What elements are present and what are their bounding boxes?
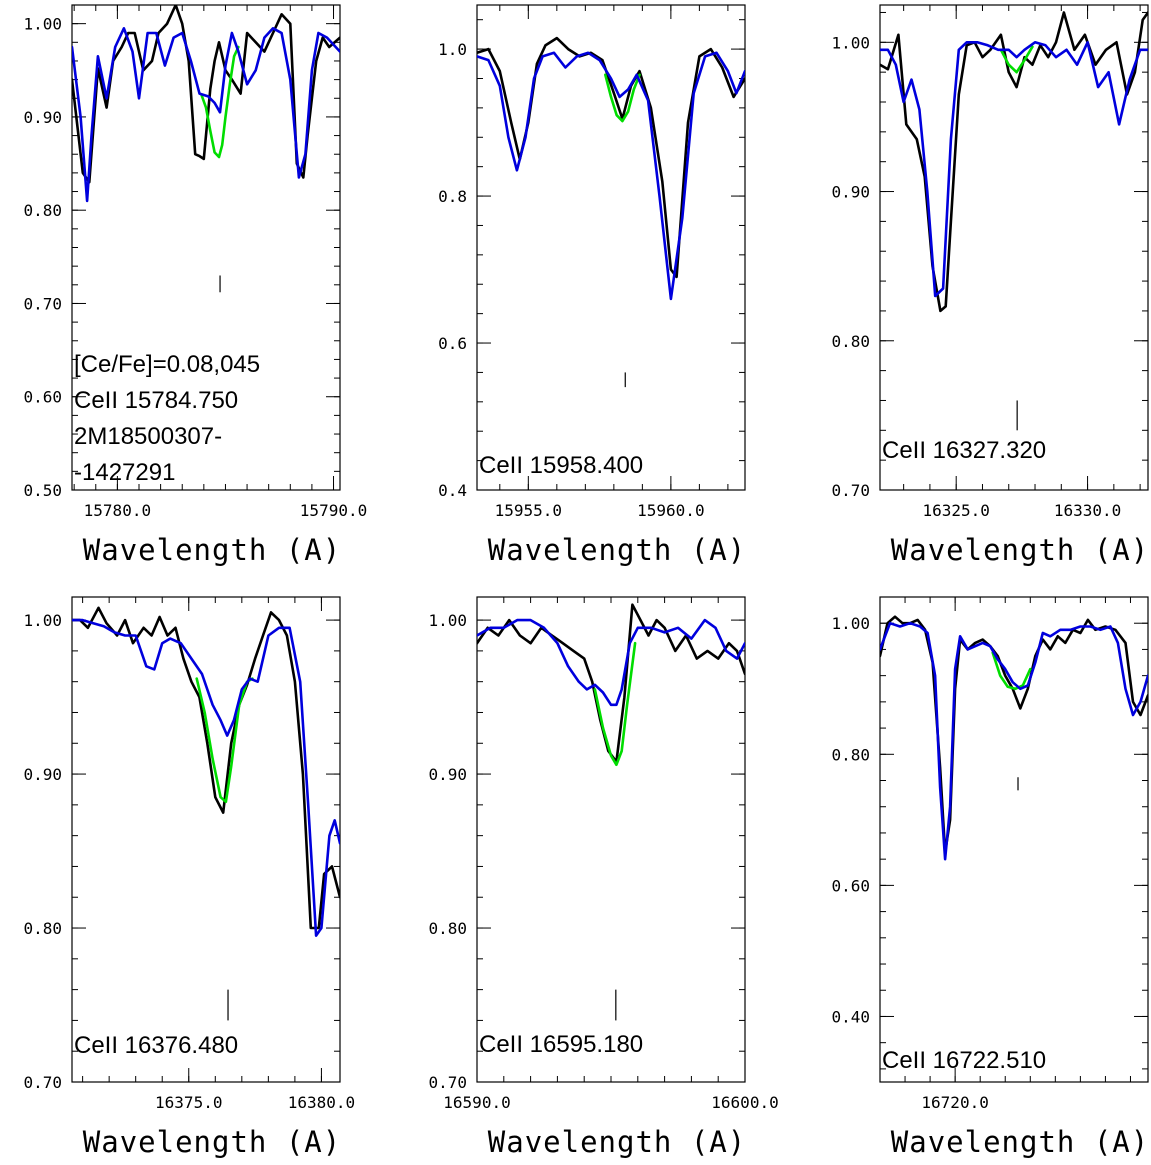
- observed-spectrum-line: [477, 603, 745, 764]
- synthetic-ce-line: [999, 45, 1034, 74]
- synthetic-no-ce-line: [72, 26, 340, 203]
- panel-5: 0.70 0.80 0.90 1.00 16590.0 16600.0 Wavelength…: [428, 596, 779, 1159]
- y-tick-label: 0.80: [428, 919, 467, 938]
- synthetic-ce-line: [195, 677, 254, 804]
- panel-3: 0.70 0.80 0.90 1.00 16325.0 16330.0 Wavelength…: [831, 4, 1149, 567]
- y-tick-label: 1.0: [438, 40, 467, 59]
- y-tick-label: 0.6: [438, 334, 467, 353]
- y-tick-label: 0.90: [428, 765, 467, 784]
- plot-frame: [476, 596, 746, 1083]
- y-tick-label: 1.00: [831, 33, 870, 52]
- x-tick-label: 16330.0: [1054, 501, 1121, 520]
- observed-spectrum-line: [477, 36, 745, 279]
- y-tick-label: 0.4: [438, 481, 467, 500]
- y-tick-label: 0.80: [23, 919, 62, 938]
- plot-frame: [71, 596, 341, 1083]
- panel-annotation: CeII 16722.510: [882, 1047, 1046, 1074]
- y-tick-label: 0.70: [831, 481, 870, 500]
- synthetic-no-ce-line: [477, 51, 745, 301]
- panel-annotation: CeII 15784.750: [74, 387, 238, 414]
- x-tick-label: 16325.0: [922, 501, 989, 520]
- x-tick-label: 16375.0: [155, 1093, 222, 1112]
- synthetic-ce-line: [593, 641, 637, 767]
- y-tick-label: 1.00: [23, 611, 62, 630]
- y-tick-label: 0.80: [831, 332, 870, 351]
- x-tick-label: 16590.0: [443, 1093, 510, 1112]
- x-tick-label: 15955.0: [495, 501, 562, 520]
- panel-annotation: CeII 16327.320: [882, 437, 1046, 464]
- synthetic-no-ce-line: [880, 621, 1148, 861]
- panel-annotation: CeII 16595.180: [479, 1031, 643, 1058]
- x-axis-title: Wavelength (A): [891, 533, 1149, 567]
- x-axis-title: Wavelength (A): [488, 533, 746, 567]
- x-tick-label: 16720.0: [921, 1093, 988, 1112]
- x-tick-label: 15960.0: [637, 501, 704, 520]
- observed-spectrum-line: [880, 11, 1148, 313]
- panel-annotation: -1427291: [74, 459, 175, 486]
- y-tick-label: 0.90: [23, 765, 62, 784]
- y-tick-label: 0.60: [23, 388, 62, 407]
- panel-annotation: 2M18500307-: [74, 423, 222, 450]
- synthetic-ce-line: [200, 45, 240, 159]
- synthetic-ce-line: [603, 73, 641, 123]
- y-tick-label: 0.40: [831, 1007, 870, 1026]
- x-axis-title: Wavelength (A): [83, 1125, 341, 1159]
- plot-frame: [476, 4, 746, 491]
- y-tick-label: 0.90: [831, 183, 870, 202]
- y-tick-label: 0.70: [23, 294, 62, 313]
- y-tick-label: 1.00: [831, 614, 870, 633]
- y-tick-label: 1.00: [23, 15, 62, 34]
- synthetic-no-ce-line: [72, 618, 340, 938]
- y-tick-label: 0.50: [23, 481, 62, 500]
- y-tick-label: 0.70: [23, 1073, 62, 1092]
- plot-frame: [879, 596, 1149, 1083]
- panel-6: 0.40 0.60 0.80 1.00 16720.0 Wavelength (A) CeI…: [831, 596, 1149, 1159]
- x-tick-label: 16380.0: [288, 1093, 355, 1112]
- y-tick-label: 0.90: [23, 108, 62, 127]
- y-tick-label: 0.8: [438, 187, 467, 206]
- x-tick-label: 16600.0: [711, 1093, 778, 1112]
- synthetic-ce-line: [991, 651, 1032, 691]
- y-tick-label: 0.60: [831, 876, 870, 895]
- y-tick-label: 0.70: [428, 1073, 467, 1092]
- observed-spectrum-line: [72, 5, 340, 184]
- synthetic-no-ce-line: [477, 618, 745, 707]
- y-tick-label: 1.00: [428, 611, 467, 630]
- panel-2: 0.4 0.6 0.8 1.0 15955.0 15960.0 Wavelength (A)…: [438, 4, 746, 567]
- x-tick-label: 15780.0: [84, 501, 151, 520]
- x-axis-title: Wavelength (A): [891, 1125, 1149, 1159]
- panel-annotation: CeII 15958.400: [479, 452, 643, 479]
- x-axis-title: Wavelength (A): [83, 533, 341, 567]
- y-tick-label: 0.80: [23, 201, 62, 220]
- x-axis-title: Wavelength (A): [488, 1125, 746, 1159]
- observed-spectrum-line: [72, 606, 340, 930]
- panel-annotation: [Ce/Fe]=0.08,045: [74, 351, 260, 378]
- plot-frame: [879, 4, 1149, 491]
- panel-1: 0.50 0.60 0.70 0.80 0.90 1.00 15780.0 15790.0 Wa…: [23, 4, 367, 567]
- panel-4: 0.70 0.80 0.90 1.00 16375.0 16380.0 Wavelength…: [23, 596, 355, 1159]
- x-tick-label: 15790.0: [300, 501, 367, 520]
- panel-annotation: CeII 16376.480: [74, 1032, 238, 1059]
- plot-frame: [71, 4, 341, 491]
- observed-spectrum-line: [880, 615, 1148, 854]
- y-tick-label: 0.80: [831, 745, 870, 764]
- synthetic-no-ce-line: [880, 40, 1148, 298]
